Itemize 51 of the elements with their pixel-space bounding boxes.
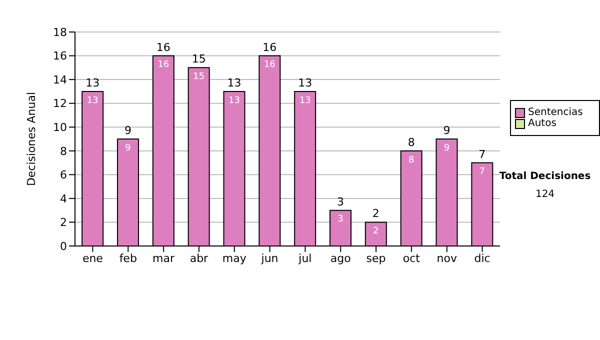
data-label: 15 xyxy=(193,72,205,82)
x-tick-label: nov xyxy=(436,252,458,265)
x-tick-label: abr xyxy=(190,252,209,265)
total-label: 15 xyxy=(192,52,206,66)
total-label: 9 xyxy=(443,124,450,137)
annotation: Total Decisiones xyxy=(498,171,592,182)
data-label: 3 xyxy=(338,214,344,225)
x-tick-label: oct xyxy=(402,252,421,265)
x-tick-label: may xyxy=(222,252,247,265)
y-tick-label: 18 xyxy=(53,26,67,39)
data-label: 2 xyxy=(373,226,379,237)
total-label: 7 xyxy=(478,148,486,161)
total-label: 3 xyxy=(337,195,344,208)
data-label: 13 xyxy=(299,96,311,106)
y-tick-label: 6 xyxy=(60,168,67,182)
x-tick-label: feb xyxy=(119,252,137,265)
data-label: 13 xyxy=(228,96,240,106)
y-tick-label: 12 xyxy=(53,97,67,110)
y-tick-label: 16 xyxy=(53,50,67,63)
y-tick-label: 10 xyxy=(53,121,67,134)
data-label: 16 xyxy=(264,60,276,70)
total-label: 9 xyxy=(124,124,132,137)
y-tick-label: 0 xyxy=(60,240,67,253)
x-tick-label: jul xyxy=(298,252,312,265)
legend-label: Sentencias xyxy=(528,107,583,118)
data-label: 9 xyxy=(125,143,132,154)
total-label: 16 xyxy=(262,40,277,54)
text: 124 xyxy=(534,189,556,200)
total-label: 2 xyxy=(372,207,380,220)
total-label: 13 xyxy=(86,76,100,90)
y-tick-label: 14 xyxy=(53,73,67,86)
y-tick-label: 2 xyxy=(60,216,67,230)
data-label: 13 xyxy=(86,96,98,106)
y-tick-label: 8 xyxy=(60,144,67,158)
y-tick-label: 4 xyxy=(60,192,67,206)
x-tick-label: ago xyxy=(330,252,352,265)
x-tick-label: ene xyxy=(82,252,104,265)
total-label: 13 xyxy=(298,76,312,90)
legend-label: Autos xyxy=(528,118,556,129)
data-label: 16 xyxy=(158,60,170,70)
x-tick-label: mar xyxy=(152,252,176,265)
total-label: 16 xyxy=(156,40,170,54)
x-tick-label: sep xyxy=(366,252,386,265)
y-axis-title: Decisiones Anual xyxy=(24,92,38,186)
data-label: 9 xyxy=(444,143,450,154)
data-label: 8 xyxy=(408,155,414,166)
x-tick-label: jun xyxy=(260,252,278,265)
total-label: 8 xyxy=(408,136,415,149)
total-label: 13 xyxy=(227,76,242,90)
data-label: 7 xyxy=(479,167,486,178)
x-tick-label: dic xyxy=(474,252,490,265)
